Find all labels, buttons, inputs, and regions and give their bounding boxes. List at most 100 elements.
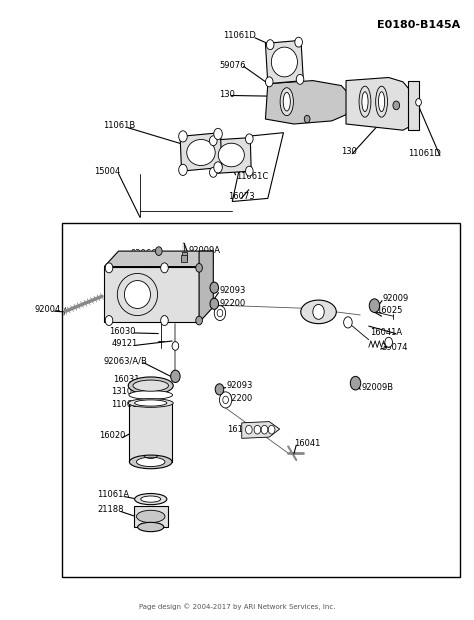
Text: 130: 130: [219, 90, 235, 99]
Circle shape: [161, 263, 168, 273]
Ellipse shape: [378, 92, 385, 112]
Ellipse shape: [271, 47, 298, 77]
Text: 16020: 16020: [100, 432, 126, 440]
Text: 13107: 13107: [111, 388, 138, 396]
Circle shape: [350, 376, 361, 390]
Ellipse shape: [362, 92, 368, 112]
Circle shape: [246, 134, 253, 144]
Text: 16041: 16041: [294, 439, 320, 448]
Text: 92093: 92093: [227, 381, 253, 390]
Circle shape: [214, 128, 222, 140]
Ellipse shape: [375, 86, 388, 117]
Text: 16025: 16025: [376, 306, 402, 315]
Ellipse shape: [128, 377, 173, 394]
Circle shape: [210, 298, 219, 309]
Text: Page design © 2004-2017 by ARI Network Services, Inc.: Page design © 2004-2017 by ARI Network S…: [139, 603, 335, 609]
Text: 49121: 49121: [111, 339, 137, 348]
Ellipse shape: [187, 140, 215, 166]
Text: 130: 130: [341, 148, 357, 156]
Circle shape: [295, 37, 302, 47]
Polygon shape: [199, 251, 213, 322]
Circle shape: [266, 40, 274, 50]
Text: 16030: 16030: [109, 327, 136, 335]
Polygon shape: [346, 78, 412, 130]
Polygon shape: [265, 40, 303, 84]
Text: 92200: 92200: [227, 394, 253, 402]
Bar: [408, 81, 419, 130]
Text: 16073: 16073: [228, 192, 255, 201]
Text: 11061A: 11061A: [97, 490, 129, 499]
Circle shape: [217, 309, 223, 317]
Circle shape: [304, 115, 310, 123]
Circle shape: [155, 247, 162, 255]
Circle shape: [219, 392, 232, 408]
Ellipse shape: [137, 522, 164, 532]
Circle shape: [268, 425, 275, 434]
Circle shape: [254, 425, 261, 434]
Text: 92145: 92145: [189, 258, 215, 267]
Polygon shape: [265, 81, 351, 124]
Circle shape: [161, 316, 168, 326]
Circle shape: [171, 370, 180, 383]
Circle shape: [105, 316, 113, 326]
Text: ARI: ARI: [206, 350, 344, 419]
Ellipse shape: [133, 380, 169, 391]
Circle shape: [246, 166, 253, 176]
Circle shape: [265, 77, 273, 87]
Text: 39074: 39074: [382, 343, 408, 352]
Ellipse shape: [128, 399, 173, 407]
Circle shape: [416, 99, 421, 106]
Ellipse shape: [129, 391, 173, 399]
Circle shape: [214, 306, 226, 321]
Text: 16186: 16186: [228, 425, 254, 433]
Ellipse shape: [218, 143, 245, 167]
Text: 92009B: 92009B: [361, 383, 393, 392]
Ellipse shape: [137, 458, 165, 467]
Ellipse shape: [137, 510, 165, 523]
Ellipse shape: [135, 400, 167, 406]
Text: 92066: 92066: [130, 249, 157, 258]
Ellipse shape: [359, 86, 371, 117]
Polygon shape: [211, 138, 251, 174]
Circle shape: [179, 164, 187, 175]
Polygon shape: [242, 422, 280, 438]
Text: 11061: 11061: [111, 400, 138, 409]
Polygon shape: [180, 133, 222, 171]
Bar: [181, 255, 187, 262]
Circle shape: [215, 384, 224, 395]
Bar: [62, 223, 460, 577]
Circle shape: [210, 136, 217, 146]
Circle shape: [261, 425, 268, 434]
Ellipse shape: [117, 273, 157, 316]
Circle shape: [214, 162, 222, 173]
Circle shape: [223, 396, 228, 404]
Circle shape: [313, 304, 324, 319]
Polygon shape: [104, 267, 199, 322]
Text: 92066A: 92066A: [121, 261, 153, 270]
Text: 16031: 16031: [113, 375, 139, 384]
Circle shape: [179, 131, 187, 142]
Text: 59076: 59076: [219, 61, 246, 69]
Text: 15004: 15004: [94, 167, 120, 176]
Text: 11061C: 11061C: [236, 172, 268, 180]
Text: E0180-B145A: E0180-B145A: [376, 20, 460, 30]
Ellipse shape: [141, 496, 161, 502]
Polygon shape: [104, 251, 213, 267]
Circle shape: [296, 74, 304, 84]
Text: 92009: 92009: [383, 294, 409, 303]
Circle shape: [210, 282, 219, 293]
Circle shape: [105, 263, 113, 273]
Ellipse shape: [135, 494, 167, 505]
Text: 16041A: 16041A: [370, 328, 402, 337]
Circle shape: [385, 337, 392, 347]
Polygon shape: [232, 133, 283, 202]
Text: 92200: 92200: [219, 299, 246, 308]
Ellipse shape: [280, 88, 293, 116]
Text: 11061B: 11061B: [103, 122, 136, 130]
Ellipse shape: [129, 455, 172, 469]
Circle shape: [210, 167, 217, 177]
Text: 92004: 92004: [34, 306, 60, 314]
Ellipse shape: [124, 280, 150, 308]
Bar: [129, 403, 172, 462]
Ellipse shape: [301, 300, 336, 324]
